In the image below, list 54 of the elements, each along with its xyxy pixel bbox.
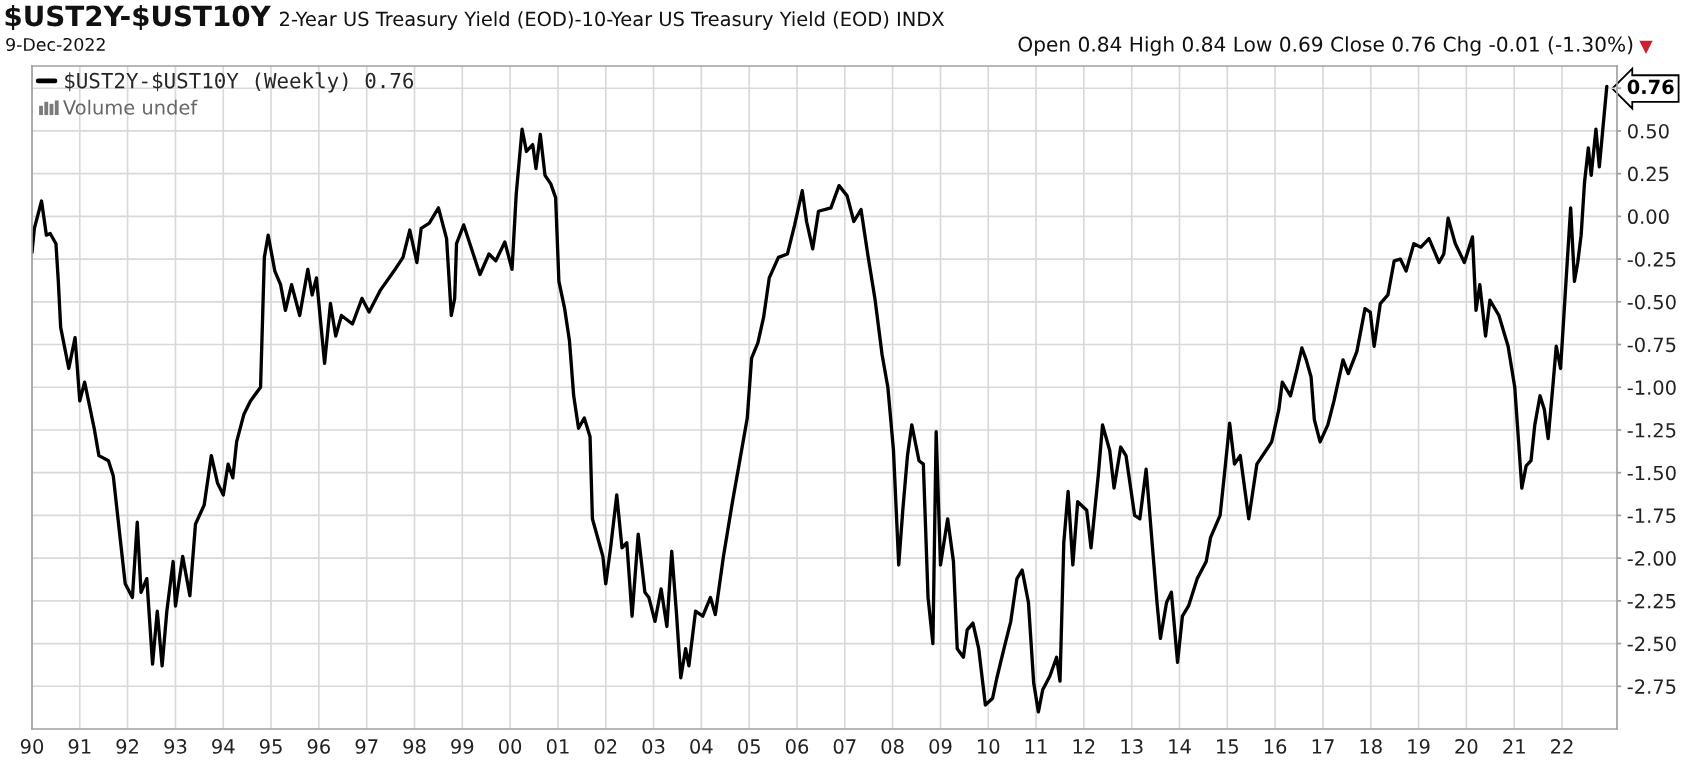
x-tick-label: 03 — [642, 739, 665, 754]
x-tick-label: 18 — [1360, 739, 1382, 754]
x-tick-label: 09 — [929, 739, 952, 754]
y-tick-label: -2.50 — [1627, 636, 1676, 652]
text: Open 0.84 High 0.84 Low 0.69 Close 0.76 Chg -0.01 (-1.30%) — [1018, 36, 1633, 56]
x-tick-label: 92 — [116, 739, 138, 754]
x-tick-label: 00 — [498, 739, 522, 754]
x-tick-label: 11 — [1025, 739, 1047, 754]
annotation: Volume undef — [63, 99, 198, 115]
y-tick-label: 0.76 — [1627, 79, 1674, 95]
x-tick-label: 02 — [594, 739, 617, 754]
x-tick-label: 07 — [833, 739, 856, 754]
y-tick-label: 0.00 — [1628, 209, 1669, 225]
x-tick-label: 91 — [68, 739, 91, 754]
x-tick-label: 93 — [164, 739, 187, 754]
chart-subtitle: 2-Year US Treasury Yield (EOD)-10-Year US Treasury Yield (EOD) INDX — [279, 11, 945, 31]
legend-label: $UST2Y-$UST10Y (Weekly) 0.76 — [65, 72, 414, 93]
y-tick-label: -2.75 — [1627, 679, 1676, 694]
x-tick-label: 17 — [1312, 739, 1334, 754]
y-tick-label: -2.25 — [1627, 593, 1676, 609]
x-tick-label: 14 — [1169, 739, 1191, 754]
x-tick-label: 12 — [1073, 739, 1095, 754]
x-tick-label: 21 — [1503, 739, 1525, 754]
y-tick-label: 0.25 — [1628, 166, 1669, 182]
y-tick-label: -1.00 — [1627, 380, 1676, 395]
x-tick-label: 01 — [546, 739, 569, 754]
x-tick-label: 08 — [881, 739, 904, 754]
chart-title: $UST2Y-$UST10Y — [5, 4, 271, 31]
x-tick-label: 99 — [451, 739, 474, 754]
x-tick-label: 13 — [1121, 739, 1143, 754]
x-tick-label: 10 — [978, 739, 1000, 754]
x-tick-label: 04 — [690, 739, 713, 754]
y-tick-label: -1.25 — [1627, 422, 1676, 438]
x-tick-label: 20 — [1455, 739, 1478, 754]
x-tick-label: 97 — [355, 739, 378, 754]
x-tick-label: 94 — [212, 739, 235, 754]
y-tick-label: -0.75 — [1627, 337, 1676, 353]
y-tick-label: -1.50 — [1627, 465, 1676, 481]
x-tick-label: 90 — [20, 739, 44, 754]
text: 9-Dec-2022 — [6, 37, 105, 52]
y-tick-label: -1.75 — [1627, 508, 1676, 524]
x-tick-label: 98 — [403, 739, 426, 754]
x-tick-label: 96 — [307, 739, 330, 754]
x-tick-label: 22 — [1551, 739, 1573, 754]
y-tick-label: 0.50 — [1628, 123, 1669, 139]
x-tick-label: 95 — [259, 739, 282, 754]
y-tick-label: -0.25 — [1627, 252, 1676, 267]
y-tick-label: -2.00 — [1627, 551, 1676, 566]
x-tick-label: 15 — [1217, 739, 1238, 754]
x-tick-label: 05 — [738, 739, 760, 754]
x-tick-label: 16 — [1264, 739, 1287, 754]
y-tick-label: -0.50 — [1627, 294, 1676, 310]
x-tick-label: 19 — [1408, 739, 1430, 754]
x-tick-label: 06 — [785, 739, 809, 754]
